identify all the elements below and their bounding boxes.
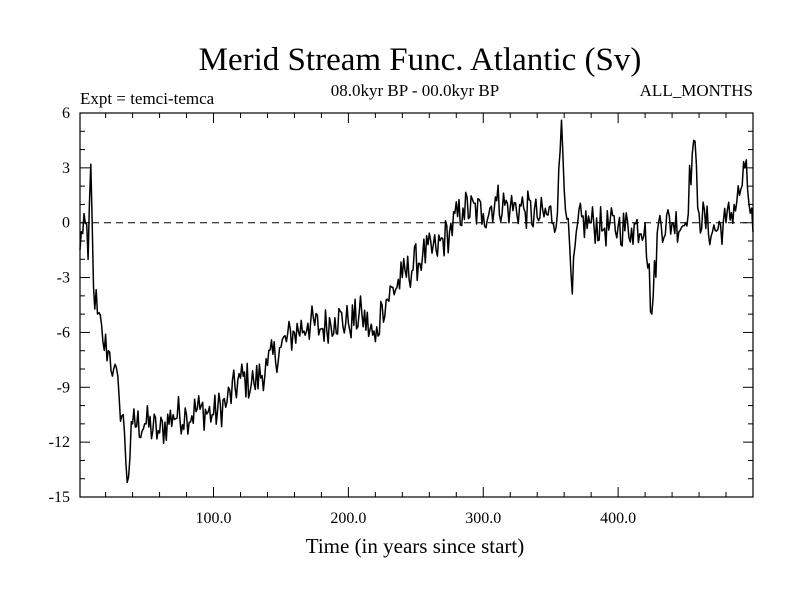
y-tick-label: 0 [62,215,70,232]
y-tick-label: -12 [49,434,70,451]
y-tick-label: -3 [57,270,70,287]
plot-frame [79,112,754,498]
y-tick-label: -6 [57,324,70,341]
chart-subtitle: 08.0kyr BP - 00.0kyr BP [331,81,499,100]
y-tick-label: -15 [49,489,70,506]
chart-title: Merid Stream Func. Atlantic (Sv) [199,42,642,78]
x-tick-label: 100.0 [196,510,232,527]
x-tick-label: 400.0 [600,510,636,527]
y-tick-label: 6 [62,105,70,122]
y-tick-label: -9 [57,379,70,396]
series-line [79,119,754,484]
experiment-label: Expt = temci-temca [80,89,215,108]
x-tick-label: 300.0 [465,510,501,527]
x-axis-label: Time (in years since start) [306,534,525,558]
x-tick-label: 200.0 [330,510,366,527]
months-label: ALL_MONTHS [640,81,753,100]
x-axis: 100.0 200.0 300.0 400.0 [105,113,727,527]
y-tick-label: 3 [62,160,70,177]
y-axis: 6 3 0 -3 -6 -9 -12 -15 [49,105,753,506]
